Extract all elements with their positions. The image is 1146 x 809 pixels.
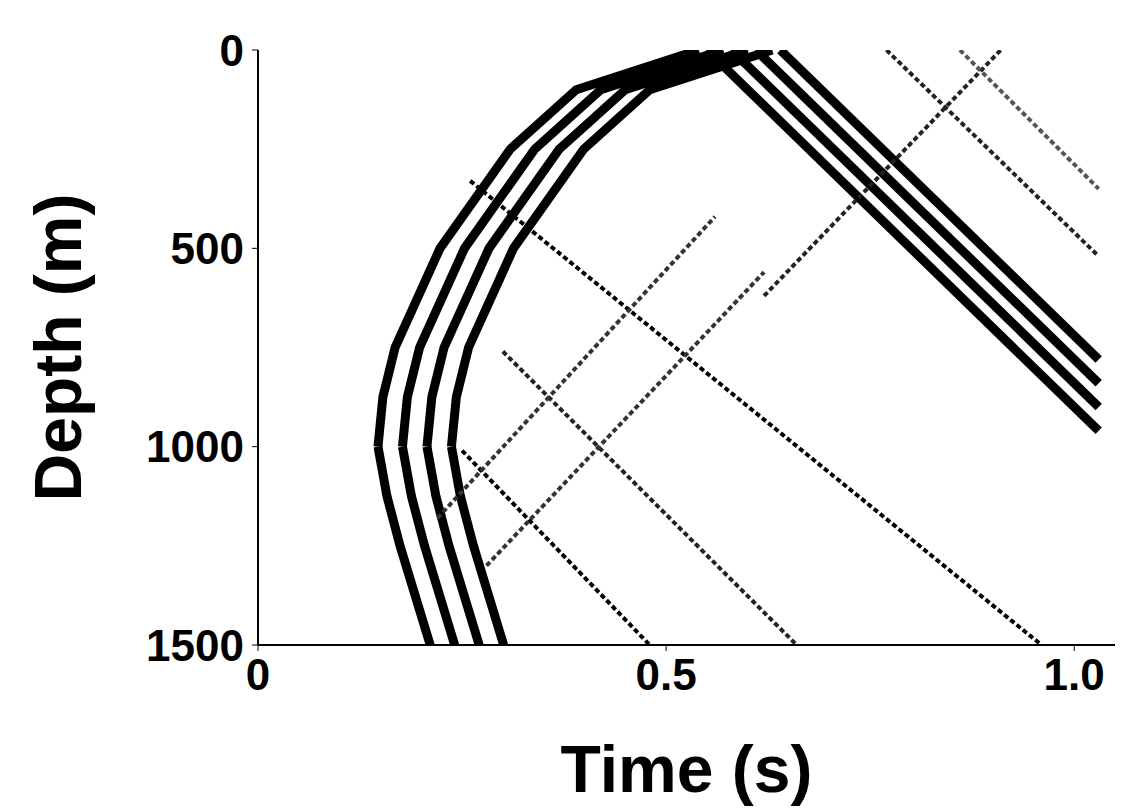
svg-text:0.5: 0.5 — [636, 650, 697, 699]
svg-text:0: 0 — [246, 650, 270, 699]
svg-text:Time (s): Time (s) — [561, 732, 813, 806]
svg-text:1000: 1000 — [146, 422, 244, 471]
svg-text:500: 500 — [171, 224, 244, 273]
svg-text:0: 0 — [220, 26, 244, 75]
svg-text:1.0: 1.0 — [1044, 650, 1105, 699]
svg-text:Depth (m): Depth (m) — [21, 194, 95, 502]
svg-text:1500: 1500 — [146, 621, 244, 670]
